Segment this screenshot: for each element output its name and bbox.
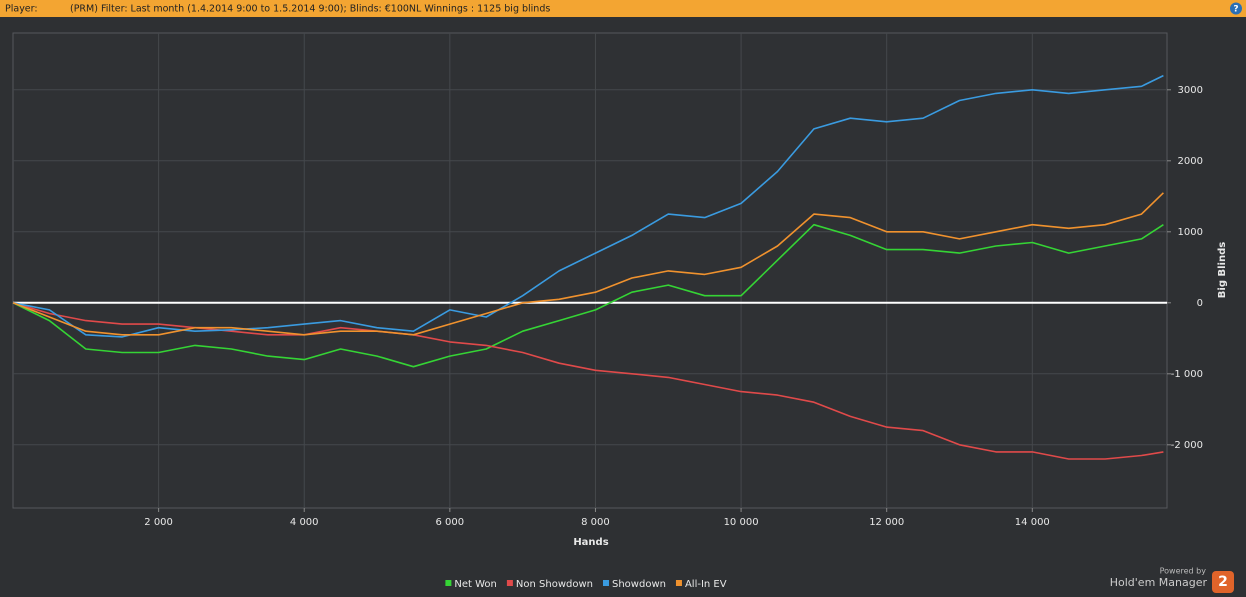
y-tick-label: -2 000	[1171, 440, 1203, 451]
logo-text: 2	[1218, 574, 1228, 590]
legend-label: Showdown	[612, 579, 666, 590]
y-tick-label: 0	[1197, 298, 1203, 309]
legend-label: Non Showdown	[516, 579, 593, 590]
y-tick-label: 3000	[1178, 85, 1203, 96]
legend-label: All-In EV	[685, 579, 727, 590]
x-tick-label: 10 000	[724, 517, 759, 528]
series-line	[12, 192, 1164, 336]
legend-swatch	[602, 580, 609, 586]
y-axis-label: Big Blinds	[1217, 242, 1228, 298]
y-tick-label: -1 000	[1171, 369, 1203, 380]
legend-swatch	[675, 580, 682, 586]
plot-area	[12, 32, 1168, 509]
header: Player: (PRM) Filter: Last month (1.4.20…	[0, 0, 1246, 17]
x-axis-label: Hands	[573, 537, 608, 548]
y-tick-label: 1000	[1178, 227, 1203, 238]
series-line	[12, 223, 1164, 368]
help-icon[interactable]	[1230, 2, 1242, 15]
x-tick-label: 6 000	[436, 517, 465, 528]
player-label: Player:	[5, 4, 38, 15]
legend-label: Net Won	[454, 579, 497, 590]
filter-text: (PRM) Filter: Last month (1.4.2014 9:00 …	[70, 4, 550, 15]
header-bar	[0, 0, 1246, 17]
legend-swatch	[506, 580, 513, 586]
product-name: Hold'em Manager	[1110, 576, 1208, 589]
x-tick-label: 8 000	[581, 517, 610, 528]
x-tick-label: 12 000	[869, 517, 904, 528]
powered-by: Powered by	[1160, 567, 1207, 576]
x-tick-label: 14 000	[1015, 517, 1050, 528]
legend-swatch	[445, 580, 452, 586]
x-tick-label: 4 000	[290, 517, 319, 528]
logo	[1212, 571, 1234, 593]
series-line	[12, 74, 1164, 338]
legend: Net Won Non Showdown Showdown All-In EV	[445, 579, 727, 590]
help-text[interactable]: ?	[1233, 5, 1238, 15]
x-tick-label: 2 000	[144, 517, 173, 528]
y-tick-label: 2000	[1178, 156, 1203, 167]
series-line	[12, 302, 1164, 460]
